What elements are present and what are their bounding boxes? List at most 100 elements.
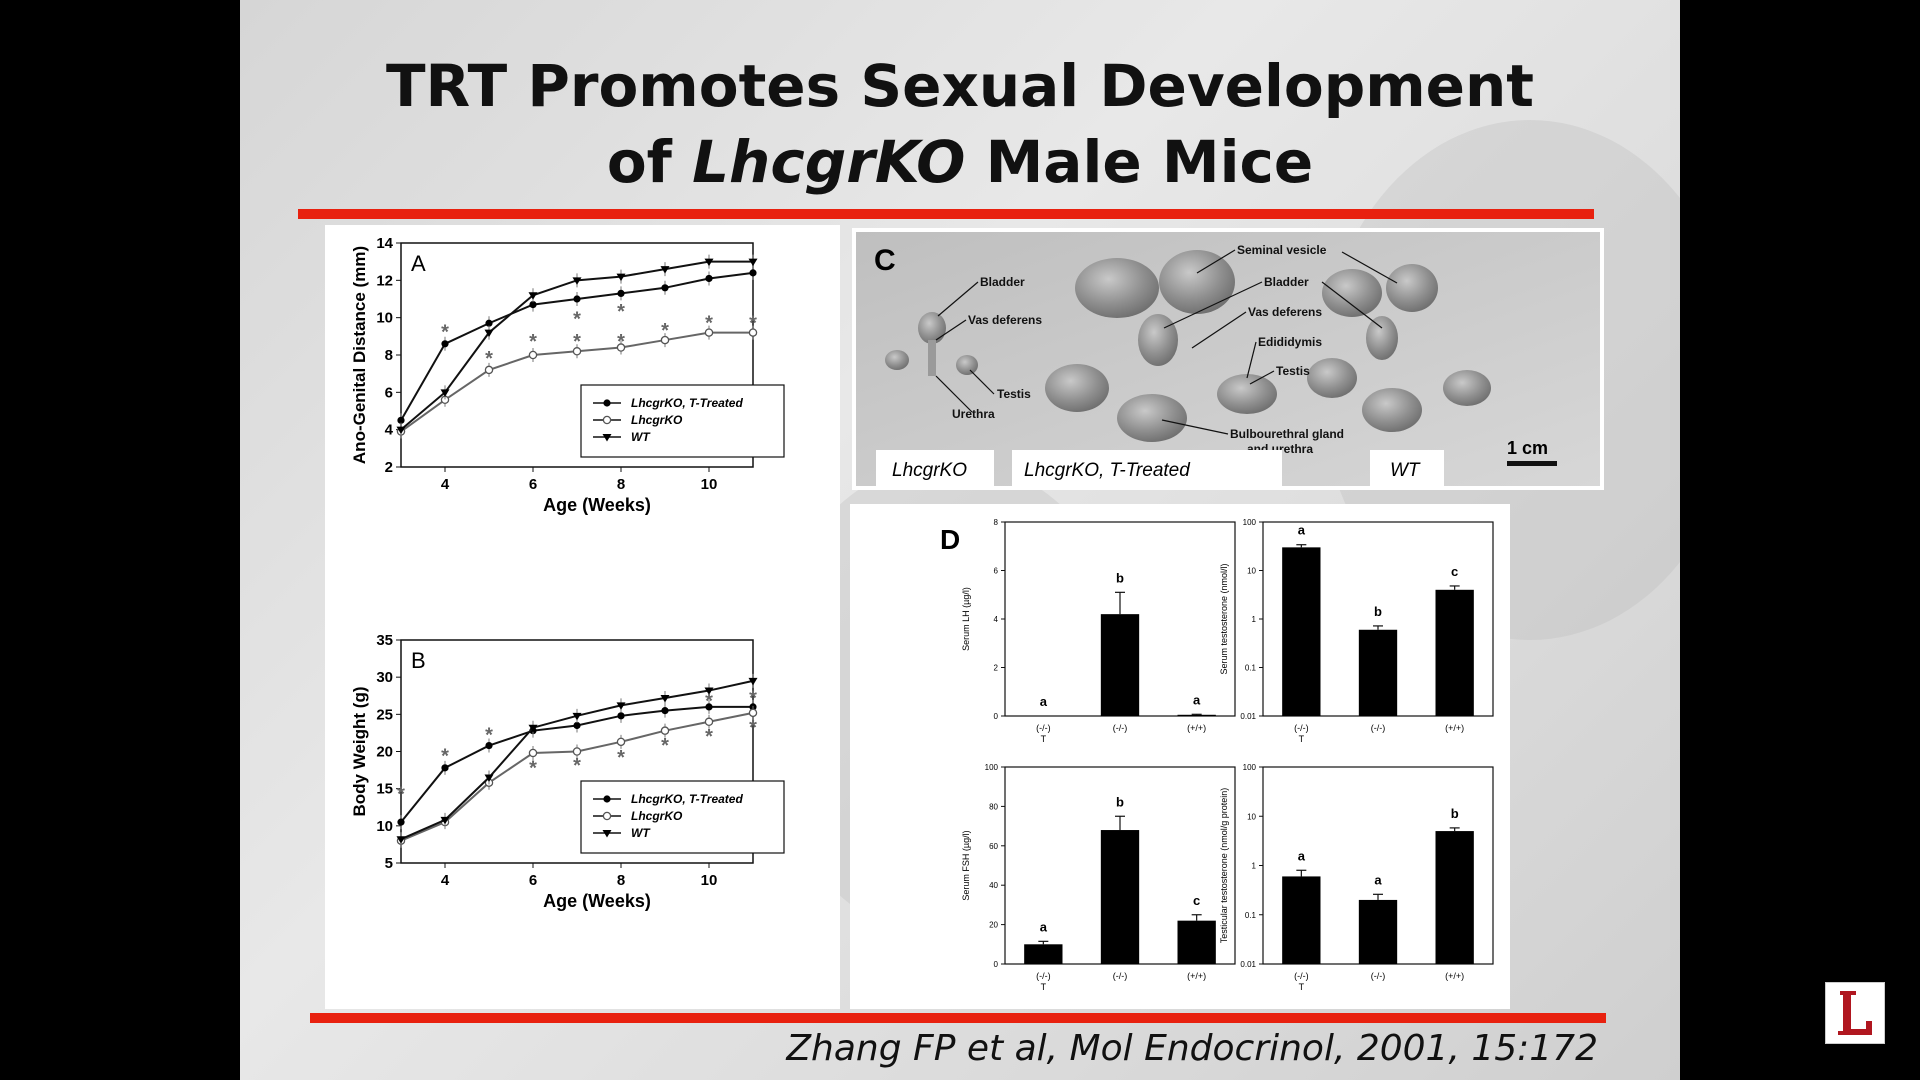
significance-asterisk: * (573, 331, 581, 353)
y-tick-label: 80 (989, 802, 998, 811)
y-tick-label: 4 (385, 422, 394, 439)
slide-title-line2: of LhcgrKO Male Mice (240, 126, 1680, 198)
category-label: (-/-) (1036, 723, 1051, 733)
ko-organs (885, 312, 978, 376)
data-point (528, 350, 538, 360)
x-tick-label: 6 (529, 476, 537, 493)
top-red-rule (298, 209, 1594, 219)
line-chart-A: A 2 4 6 8 10 12 14 4 6 8 10 Age (Weeks) Ano-Genital D… (350, 235, 785, 515)
significance-asterisk: * (485, 348, 493, 370)
panel-ab: A 2 4 6 8 10 12 14 4 6 8 10 Age (Weeks) Ano-Genital D… (325, 225, 840, 1009)
category-label: T (1041, 982, 1047, 992)
data-point (572, 712, 582, 721)
x-tick-label: 6 (529, 872, 537, 889)
label-testis: Testis (1276, 364, 1310, 378)
significance-asterisk: * (529, 757, 537, 779)
data-point (440, 816, 450, 825)
legend-box (580, 384, 785, 458)
y-tick-label: 2 (385, 459, 393, 476)
significance-letter: b (1451, 806, 1459, 821)
series-circle-filled (397, 265, 757, 428)
y-tick-label: 100 (1243, 763, 1257, 772)
data-point (617, 289, 625, 297)
series-triangle-filled (396, 254, 758, 437)
panel-letter-c: C (874, 244, 896, 277)
y-tick-label: 100 (1243, 518, 1257, 527)
x-axis-label: Age (Weeks) (543, 891, 651, 911)
group-label-wt: WT (1390, 460, 1421, 481)
bar (1358, 629, 1398, 716)
panel-letter-d: D (940, 524, 960, 555)
y-axis-label: Body Weight (g) (350, 687, 369, 817)
label-seminal-vesicle: Seminal vesicle (1237, 243, 1327, 257)
label-bulbourethral-gland: Bulbourethral gland (1230, 427, 1344, 441)
category-label: (-/-) (1113, 971, 1128, 981)
data-point (485, 319, 493, 327)
group-label-t-treated: LhcgrKO, T-Treated (1024, 460, 1191, 481)
data-point (748, 328, 758, 337)
series-triangle-filled (396, 673, 758, 847)
y-tick-label: 20 (376, 744, 393, 761)
significance-asterisk: * (617, 301, 625, 323)
y-tick-label: 15 (376, 781, 393, 798)
title-text: Male Mice (965, 128, 1314, 196)
y-tick-label: 5 (385, 855, 393, 872)
y-axis-label: Serum testosterone (nmol/l) (1219, 563, 1229, 674)
logo (1825, 982, 1885, 1044)
university-logo-icon (1828, 985, 1882, 1041)
y-axis-label: Serum LH (µg/l) (961, 587, 971, 651)
photo-panel-svg: C (856, 232, 1600, 486)
y-tick-label: 10 (1247, 812, 1256, 821)
category-label: T (1299, 734, 1305, 744)
significance-letter: a (1298, 523, 1306, 538)
photo-leader-lines (935, 249, 1398, 435)
significance-letter: b (1374, 604, 1382, 619)
category-label: (-/-) (1294, 723, 1309, 733)
y-tick-label: 0 (994, 960, 999, 969)
significance-letter: b (1116, 794, 1124, 809)
data-point (572, 277, 582, 285)
y-tick-label: 0.01 (1240, 712, 1256, 721)
significance-letter: b (1116, 570, 1124, 585)
category-label: (+/+) (1187, 723, 1206, 733)
y-tick-label: 2 (994, 664, 999, 673)
data-point (529, 301, 537, 309)
group-labels: LhcgrKO LhcgrKO, T-Treated WT (876, 450, 1444, 486)
x-tick-label: 8 (617, 476, 625, 493)
bar (1100, 830, 1140, 964)
significance-asterisk: * (529, 331, 537, 353)
label-testis: Testis (997, 387, 1031, 401)
y-tick-label: 6 (994, 567, 999, 576)
line-chart-B: B 5 10 15 20 25 30 35 4 6 8 10 Age (Weeks) Body Weigh… (350, 632, 785, 911)
data-point (617, 712, 625, 720)
data-point (602, 830, 612, 838)
significance-letter: a (1040, 694, 1048, 709)
bar-chart-D2: 0.01 0.1 1 10 100 Serum testosterone (nmol/l)… (1219, 518, 1494, 744)
y-tick-label: 12 (376, 272, 393, 289)
label-bladder: Bladder (1264, 275, 1309, 289)
scale-bar: 1 cm (1507, 438, 1557, 466)
data-point (485, 741, 493, 750)
data-point (396, 426, 406, 435)
y-tick-label: 8 (994, 518, 999, 527)
bottom-red-rule (310, 1013, 1606, 1023)
panel-letter: A (411, 251, 426, 276)
significance-asterisk: * (485, 725, 493, 747)
significance-asterisk: * (617, 331, 625, 353)
significance-asterisk: * (705, 312, 713, 334)
title-text: of (606, 128, 693, 196)
data-point (441, 340, 449, 348)
data-point (602, 434, 612, 442)
data-point (616, 737, 626, 747)
data-point (572, 347, 582, 356)
data-point (603, 795, 611, 803)
y-tick-label: 0.1 (1245, 911, 1257, 920)
data-point (660, 726, 670, 735)
legend-entry: LhcgrKO, T-Treated (631, 396, 743, 410)
significance-asterisk: * (705, 690, 713, 712)
y-tick-label: 1 (1252, 862, 1257, 871)
data-point (704, 328, 714, 337)
panel-letter: B (411, 648, 426, 673)
